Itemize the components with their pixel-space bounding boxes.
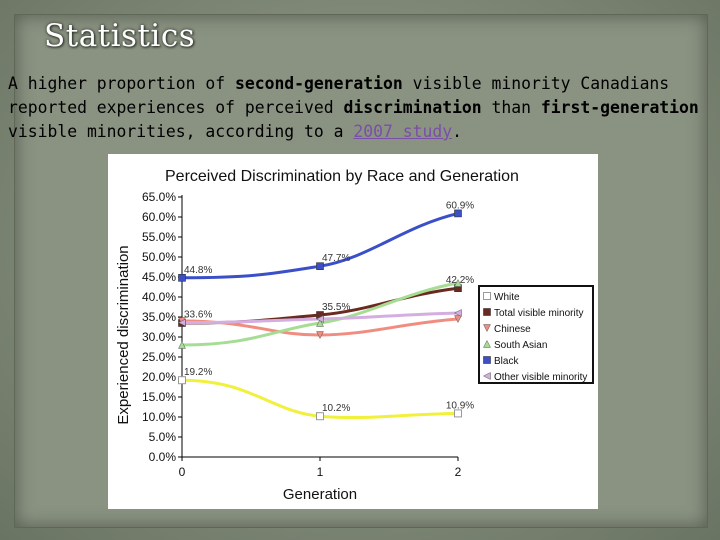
- x-tick-label: 0: [179, 465, 186, 479]
- data-label: 47.7%: [322, 253, 350, 264]
- legend-marker: [483, 339, 491, 348]
- y-tick-label: 50.0%: [142, 250, 176, 264]
- y-tick-label: 30.0%: [142, 330, 176, 344]
- body-text-bold: first-generation: [540, 98, 699, 117]
- body-text-segment: A higher proportion of: [8, 74, 235, 93]
- y-tick-label: 45.0%: [142, 270, 176, 284]
- body-text-bold: second-generation: [234, 74, 403, 93]
- legend-marker: [483, 292, 491, 300]
- x-tick-label: 1: [317, 465, 324, 479]
- y-tick-label: 25.0%: [142, 350, 176, 364]
- y-tick-label: 40.0%: [142, 290, 176, 304]
- data-point: [316, 262, 324, 270]
- y-tick-label: 55.0%: [142, 230, 176, 244]
- data-point: [315, 315, 324, 323]
- data-point: [178, 274, 186, 282]
- data-point: [453, 309, 462, 317]
- body-text-segment: visible minority Canadians reported expe…: [8, 74, 670, 117]
- x-tick-label: 2: [455, 465, 462, 479]
- legend-label: Other visible minority: [494, 372, 587, 383]
- y-tick-label: 60.0%: [142, 210, 176, 224]
- slide-title: Statistics: [44, 18, 196, 54]
- data-label: 35.5%: [322, 302, 350, 313]
- data-point: [178, 340, 186, 349]
- series-line: [180, 378, 460, 420]
- data-point: [454, 409, 462, 418]
- data-point: [177, 318, 186, 327]
- legend-label: South Asian: [494, 340, 547, 351]
- chart-title: Perceived Discrimination by Race and Gen…: [165, 168, 519, 185]
- data-label: 10.2%: [322, 403, 350, 414]
- y-tick-label: 5.0%: [149, 430, 177, 444]
- legend-label: Chinese: [494, 324, 531, 335]
- data-label: 44.8%: [184, 265, 212, 276]
- line-chart: Perceived Discrimination by Race and Gen…: [115, 168, 594, 503]
- y-tick-label: 0.0%: [149, 450, 177, 464]
- data-point: [316, 331, 324, 340]
- slide-body-text: A higher proportion of second-generation…: [8, 72, 708, 144]
- y-tick-label: 65.0%: [142, 190, 176, 204]
- legend-box: [478, 285, 594, 384]
- data-label: 33.6%: [184, 310, 212, 321]
- y-axis-label: Experienced discrimination: [115, 245, 132, 424]
- y-tick-label: 15.0%: [142, 390, 176, 404]
- data-label: 19.2%: [184, 367, 212, 378]
- y-tick-label: 10.0%: [142, 410, 176, 424]
- body-text-segment: visible minorities, according to a: [8, 122, 354, 141]
- y-tick-label: 20.0%: [142, 370, 176, 384]
- data-label: 42.2%: [446, 275, 474, 286]
- chart-image: Perceived Discrimination by Race and Gen…: [108, 154, 598, 509]
- body-text-segment: than: [481, 98, 541, 117]
- legend-marker: [483, 356, 491, 364]
- data-point: [454, 209, 462, 218]
- legend-marker: [483, 324, 491, 333]
- body-text-segment: .: [452, 122, 462, 141]
- y-tick-label: 35.0%: [142, 310, 176, 324]
- legend-marker: [482, 372, 491, 380]
- data-label: 10.9%: [446, 400, 474, 411]
- x-axis-label: Generation: [283, 486, 357, 503]
- legend-label: Black: [494, 356, 519, 367]
- data-point: [454, 315, 462, 324]
- body-text-bold: discrimination: [343, 98, 482, 117]
- legend-label: Total visible minority: [494, 308, 583, 319]
- data-point: [316, 318, 324, 327]
- data-point: [454, 278, 462, 287]
- data-point: [316, 412, 324, 421]
- legend-marker: [483, 308, 491, 316]
- data-label: 60.9%: [446, 200, 474, 211]
- data-point: [178, 376, 186, 385]
- legend-label: White: [494, 292, 520, 303]
- study-link[interactable]: 2007 study: [353, 122, 453, 141]
